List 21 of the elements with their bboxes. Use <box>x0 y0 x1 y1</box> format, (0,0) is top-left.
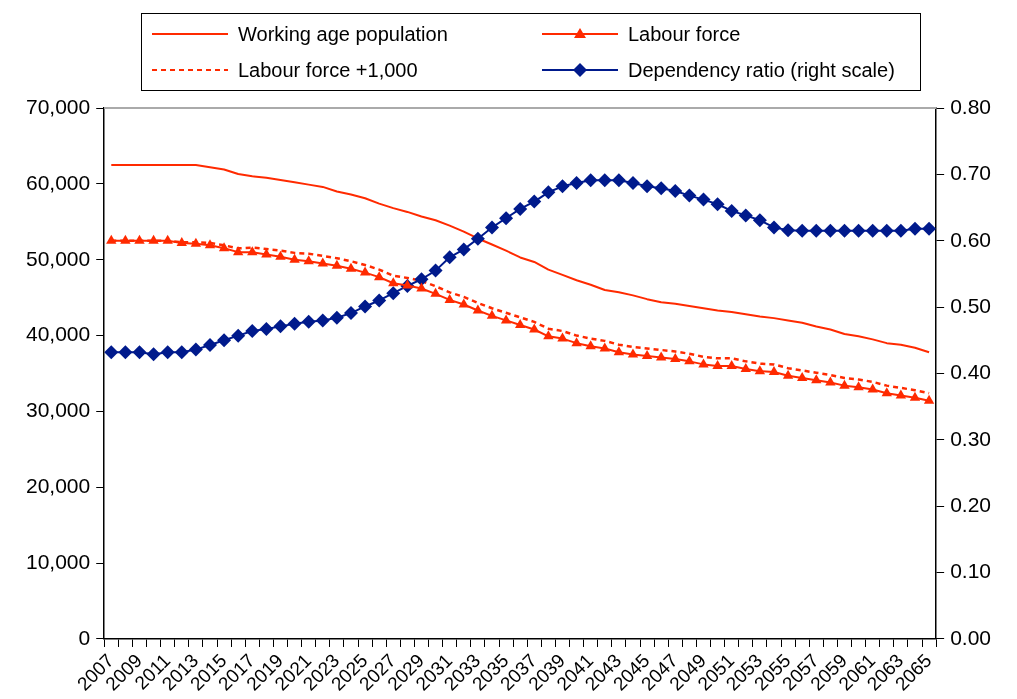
y2-tick-label: 0.40 <box>950 360 991 384</box>
y2-tick-label: 0.70 <box>950 161 991 185</box>
y-tick-label: 30,000 <box>26 398 91 422</box>
y-tick-label: 40,000 <box>26 322 91 346</box>
y2-tick-label: 0.20 <box>950 493 991 517</box>
y-tick-label: 20,000 <box>26 474 91 498</box>
y2-tick-label: 0.10 <box>950 559 991 583</box>
legend-label: Working age population <box>238 22 448 46</box>
y2-tick-label: 0.60 <box>950 227 991 251</box>
y2-tick-label: 0.50 <box>950 293 991 317</box>
y-tick-label: 0 <box>78 625 91 649</box>
y-tick-label: 50,000 <box>26 246 91 270</box>
y-tick-label: 60,000 <box>26 170 91 194</box>
legend-label: Dependency ratio (right scale) <box>628 58 895 82</box>
y-tick-label: 70,000 <box>26 94 91 118</box>
y2-tick-label: 0.00 <box>950 625 991 649</box>
y2-tick-label: 0.30 <box>950 426 991 450</box>
y-tick-label: 10,000 <box>26 549 91 573</box>
legend-label: Labour force <box>628 22 741 46</box>
y2-tick-label: 0.80 <box>950 94 991 118</box>
legend-label: Labour force +1,000 <box>238 58 418 82</box>
